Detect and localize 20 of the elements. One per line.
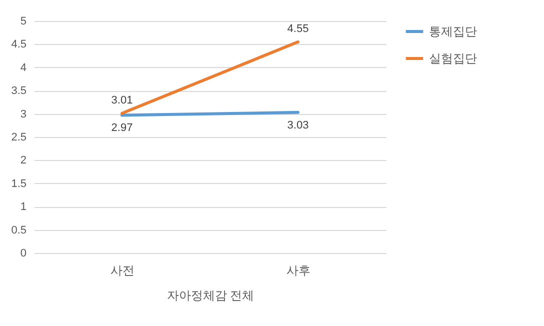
- y-tick-label: 4: [20, 62, 26, 74]
- y-tick-label: 1.5: [11, 178, 26, 190]
- y-tick-label: 5: [20, 16, 26, 28]
- y-tick-label: 2: [20, 154, 26, 167]
- x-tick-label: 사전: [110, 264, 134, 278]
- legend-label: 실험집단: [429, 52, 477, 66]
- data-label: 2.97: [111, 122, 133, 134]
- legend-label: 통제집단: [429, 24, 477, 38]
- y-tick-label: 1: [20, 201, 26, 214]
- y-tick-label: 0.5: [11, 224, 26, 236]
- y-tick-label: 4.5: [11, 38, 26, 51]
- x-axis-title: 자아정체감 전체: [166, 288, 254, 302]
- data-label: 4.55: [287, 22, 309, 35]
- x-tick-label: 사후: [286, 264, 310, 278]
- y-tick-label: 2.5: [11, 132, 26, 144]
- y-tick-label: 0: [20, 248, 26, 260]
- data-label: 3.03: [287, 119, 309, 132]
- y-tick-label: 3: [20, 108, 26, 120]
- y-tick-label: 3.5: [11, 85, 26, 98]
- data-label: 3.01: [111, 94, 133, 106]
